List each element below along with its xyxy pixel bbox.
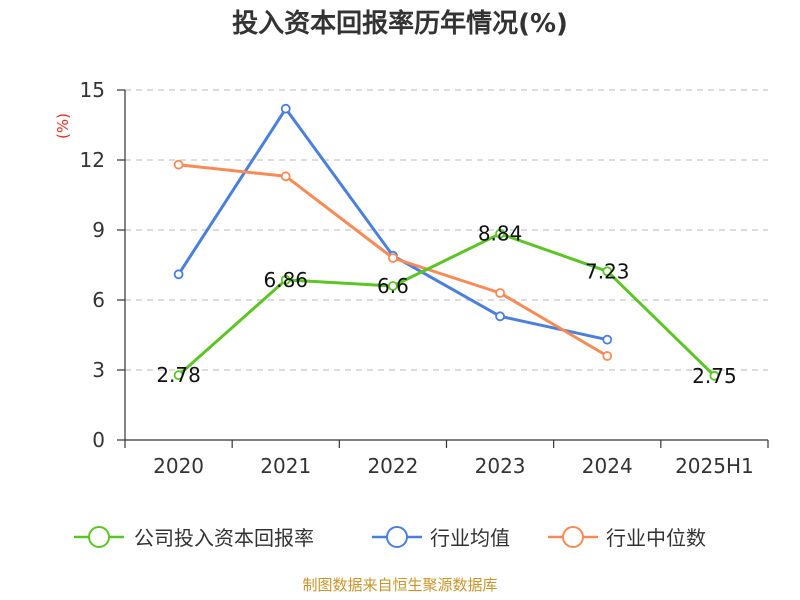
y-tick-label: 0 — [92, 428, 105, 452]
data-label: 6.6 — [377, 274, 409, 298]
legend-label: 公司投入资本回报率 — [134, 526, 314, 550]
data-point — [495, 288, 505, 298]
data-point — [602, 334, 613, 345]
y-tick-label: 12 — [80, 148, 105, 172]
data-label: 2.75 — [692, 364, 737, 388]
data-point — [602, 266, 613, 277]
source-note: 制图数据来自恒生聚源数据库 — [302, 576, 497, 594]
data-point — [173, 269, 184, 280]
data-point — [173, 370, 184, 381]
data-point — [280, 275, 291, 285]
data-point — [280, 171, 291, 182]
data-label: 8.84 — [478, 222, 523, 246]
legend: 公司投入资本回报率 行业均值 行业中位数 — [74, 526, 706, 550]
legend-marker-circle — [562, 526, 584, 548]
series — [173, 103, 720, 381]
series-line-0 — [177, 232, 716, 377]
x-tick-label: 2025H1 — [675, 454, 754, 478]
data-label: 2.78 — [156, 363, 201, 387]
series-line-1 — [177, 107, 608, 342]
axes: 0 3 6 9 12 15 2020 2021 2022 2023 2024 2025H1 — [80, 78, 769, 478]
legend-label: 行业均值 — [430, 526, 510, 550]
data-label: 6.86 — [263, 268, 308, 292]
data-label: 7.23 — [585, 259, 630, 283]
y-tick-label: 3 — [92, 358, 105, 382]
gridlines — [125, 89, 768, 371]
chart-title: 投入资本回报率历年情况(%) — [232, 8, 568, 39]
y-axis-unit-label: (%) — [54, 113, 72, 139]
data-point — [280, 103, 291, 114]
y-tick-label: 6 — [92, 288, 105, 312]
y-tick-label: 9 — [92, 218, 105, 242]
data-point — [602, 351, 613, 361]
data-point — [388, 253, 398, 263]
x-tick-label: 2023 — [475, 454, 526, 478]
data-point — [495, 228, 505, 239]
legend-marker-circle — [386, 526, 408, 548]
legend-marker-circle — [88, 526, 110, 548]
x-tick-label: 2022 — [367, 454, 418, 478]
legend-label: 行业中位数 — [606, 526, 706, 550]
y-tick-label: 15 — [80, 78, 105, 102]
x-tick-label: 2021 — [260, 454, 311, 478]
x-tick-label: 2020 — [153, 454, 204, 478]
data-point — [709, 370, 720, 381]
x-tick-label: 2024 — [582, 454, 633, 478]
data-point — [388, 281, 398, 291]
data-point — [173, 159, 184, 170]
data-point — [495, 311, 505, 322]
data-labels: 2.78 6.86 6.6 8.84 7.23 2.75 — [156, 222, 736, 388]
